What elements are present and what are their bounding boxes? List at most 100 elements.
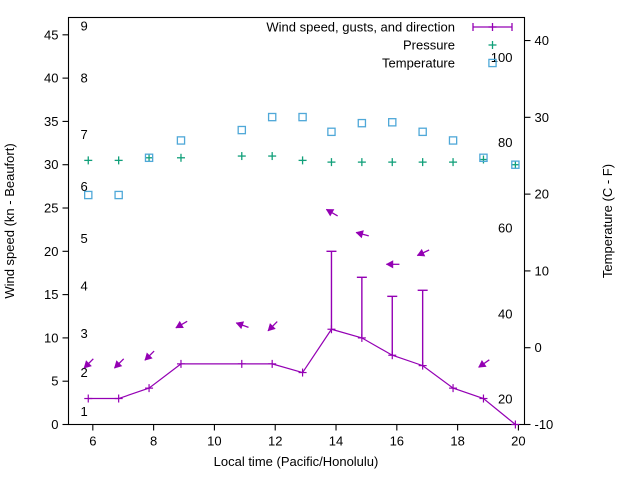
x-tick-label: 14 [329, 434, 343, 449]
pressure-marker [388, 158, 397, 167]
chart-legend: Wind speed, gusts, and direction Pressure… [266, 20, 513, 71]
y2-axis-title: Temperature (C - F) [600, 164, 615, 278]
y-axis-ticks: 0 5 10 15 20 25 30 35 40 45 [44, 27, 69, 432]
y-tick-label: 20 [44, 244, 58, 259]
y-axis-title: Wind speed (kn - Beaufort) [2, 143, 17, 298]
fahrenheit-scale-labels: 20 40 60 80 100 [491, 50, 513, 407]
temperature-marker [176, 136, 186, 145]
wind-direction-arrow [83, 358, 94, 369]
x-axis-ticks: 6 8 10 12 14 16 18 20 [89, 424, 526, 449]
x-tick-label: 16 [390, 434, 404, 449]
pressure-marker [357, 158, 366, 167]
legend-label: Temperature [382, 56, 455, 71]
fahrenheit-label: 100 [491, 50, 513, 65]
y2-tick-label: 0 [535, 340, 542, 355]
beaufort-scale-labels: 1 2 3 4 5 6 7 8 9 [81, 19, 88, 419]
pressure-marker [327, 158, 336, 167]
wind-direction-arrow [114, 358, 125, 369]
temperature-marker [511, 160, 520, 169]
y-tick-label: 30 [44, 157, 58, 172]
y-tick-label: 40 [44, 71, 58, 86]
y-tick-label: 15 [44, 287, 58, 302]
pressure-marker [176, 153, 185, 162]
wind-direction-arrow [478, 359, 490, 368]
y2-tick-label: 10 [535, 263, 549, 278]
x-axis-title: Local time (Pacific/Honolulu) [214, 454, 379, 469]
wind-direction-arrow [325, 208, 338, 217]
x-tick-label: 6 [89, 434, 96, 449]
wind-direction-arrow [267, 321, 278, 332]
wind-speed-markers [84, 325, 520, 429]
beaufort-label: 2 [81, 365, 88, 380]
fahrenheit-label: 80 [498, 135, 512, 150]
beaufort-label: 7 [81, 127, 88, 142]
temperature-marker [418, 127, 427, 137]
temperature-marker [327, 127, 336, 137]
beaufort-label: 6 [81, 179, 88, 194]
legend-label: Wind speed, gusts, and direction [266, 20, 455, 35]
plot-frame [67, 16, 526, 426]
y2-tick-label: 20 [535, 187, 549, 202]
y-tick-label: 5 [51, 374, 58, 389]
x-tick-label: 20 [511, 434, 525, 449]
fahrenheit-label: 60 [498, 220, 512, 235]
temperature-marker [357, 118, 367, 128]
pressure-marker [298, 156, 307, 165]
y2-tick-label: 40 [535, 33, 549, 48]
pressure-marker [449, 158, 458, 167]
wind-direction-arrow [355, 230, 369, 239]
beaufort-label: 5 [81, 231, 88, 246]
temperature-marker [448, 136, 458, 145]
pressure-marker [268, 152, 277, 161]
y-tick-label: 25 [44, 201, 58, 216]
temperature-marker [388, 118, 397, 127]
wind-direction-arrow [235, 321, 249, 330]
y-tick-label: 0 [51, 417, 58, 432]
y-tick-label: 10 [44, 330, 58, 345]
x-tick-label: 12 [268, 434, 282, 449]
wind-direction-arrows [83, 208, 490, 369]
fahrenheit-label: 20 [498, 392, 512, 407]
y-tick-label: 35 [44, 114, 58, 129]
y2-tick-label: 30 [535, 110, 549, 125]
pressure-marker [237, 152, 246, 161]
gust-errorbars [326, 250, 428, 366]
pressure-marker [511, 160, 520, 169]
x-tick-label: 8 [150, 434, 157, 449]
wind-direction-arrow [385, 260, 400, 269]
temperature-marker [114, 190, 123, 200]
beaufort-label: 9 [81, 19, 88, 34]
wind-direction-arrow [144, 350, 155, 361]
fahrenheit-label: 40 [498, 306, 512, 321]
temperature-markers [84, 112, 520, 200]
pressure-marker [84, 156, 93, 165]
temperature-marker [298, 112, 307, 122]
legend-item: Pressure [403, 38, 497, 53]
y2-tick-label: -10 [535, 417, 554, 432]
beaufort-label: 4 [81, 278, 88, 293]
legend-item: Wind speed, gusts, and direction [266, 20, 513, 35]
y2-axis-ticks: -10 0 10 20 30 40 [524, 33, 554, 432]
temperature-marker [144, 153, 154, 163]
x-tick-label: 10 [207, 434, 221, 449]
wind-direction-arrow [175, 320, 188, 329]
wind-direction-arrow [416, 248, 430, 257]
temperature-marker [479, 153, 488, 163]
legend-item: Temperature [382, 56, 497, 71]
y-tick-label: 45 [44, 27, 58, 42]
pressure-marker [479, 155, 488, 164]
temperature-marker [84, 190, 93, 200]
pressure-markers [84, 152, 520, 169]
temperature-marker [267, 112, 277, 122]
pressure-marker [145, 153, 154, 162]
beaufort-label: 3 [81, 326, 88, 341]
wind-speed-line [88, 328, 516, 425]
beaufort-label: 1 [81, 404, 88, 419]
pressure-marker [418, 158, 427, 167]
legend-label: Pressure [403, 38, 455, 53]
pressure-marker [114, 156, 123, 165]
x-tick-label: 18 [450, 434, 464, 449]
